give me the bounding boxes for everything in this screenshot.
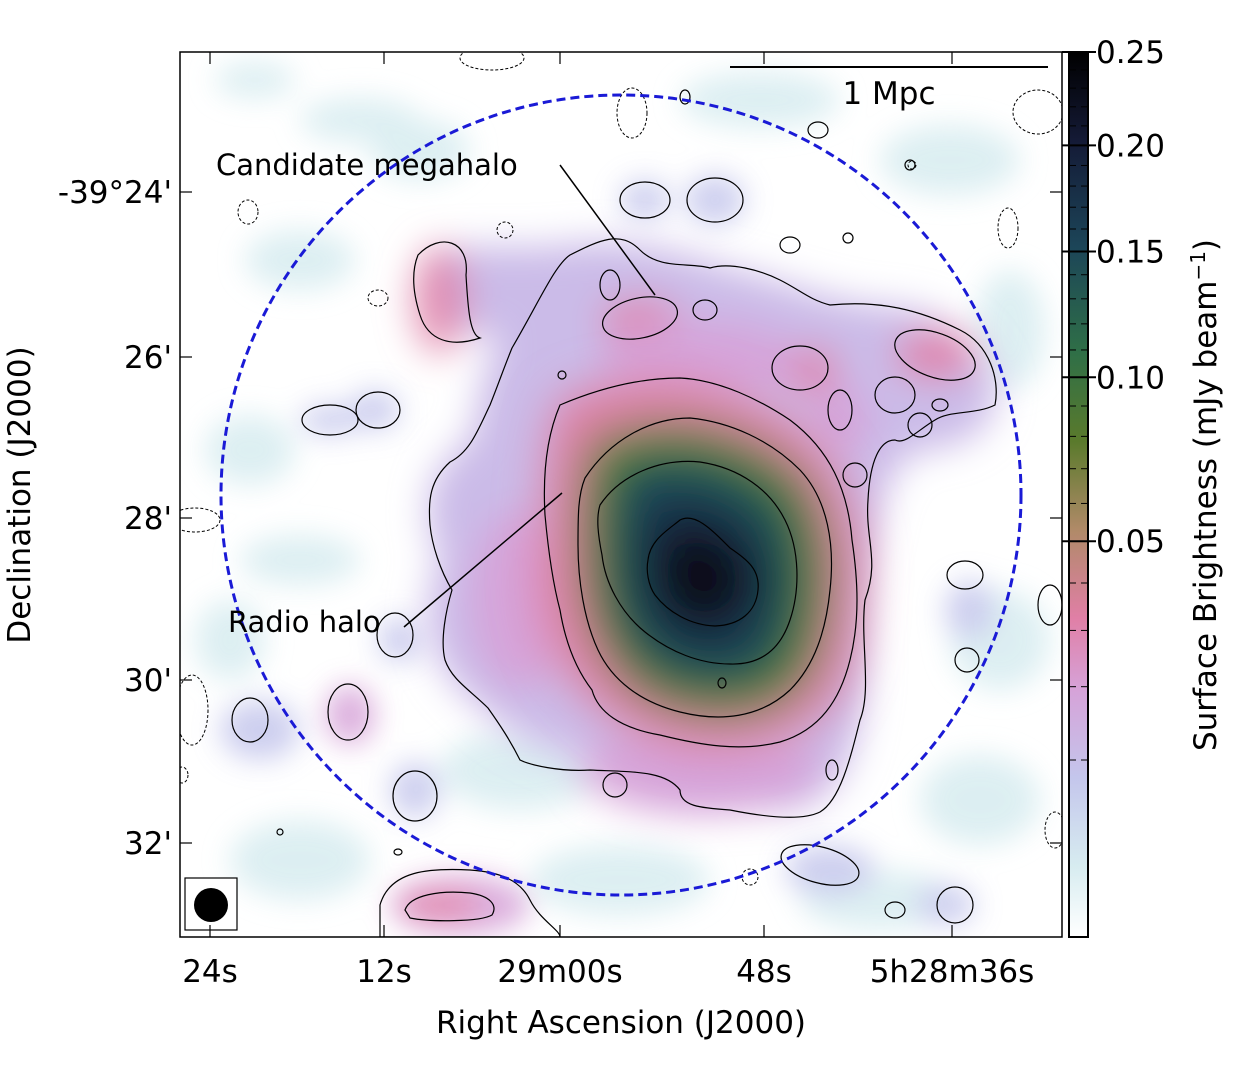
contour-level-1 xyxy=(936,886,974,924)
contour-level-4 xyxy=(597,460,798,665)
scale-bar-label: 1 Mpc xyxy=(842,76,935,112)
radio-halo-pointer xyxy=(403,492,563,628)
colorbar-tick-label: 0.25 xyxy=(1096,35,1165,71)
contour-level-2 xyxy=(543,377,858,748)
colorbar-tick-label: 0.20 xyxy=(1096,128,1165,164)
colorbar-tick-label: 0.10 xyxy=(1096,360,1165,396)
contour-level-1 xyxy=(376,612,414,658)
y-axis-label: Declination (J2000) xyxy=(2,346,38,643)
contour-level-1 xyxy=(874,376,916,414)
contour-level-1 xyxy=(276,828,284,836)
contour-level-3 xyxy=(577,417,833,718)
negative-contour xyxy=(741,868,759,886)
contour-level-1 xyxy=(894,329,976,381)
negative-contours xyxy=(180,52,1062,886)
contour-level-1 xyxy=(355,391,401,429)
surface-brightness-image xyxy=(195,62,1050,935)
contour-level-1 xyxy=(557,370,567,380)
megahalo-annotation: Candidate megahalo xyxy=(216,148,518,182)
negative-contour xyxy=(1044,811,1062,849)
negative-contour xyxy=(907,160,917,170)
contour-level-1 xyxy=(1037,584,1062,626)
negative-contour xyxy=(237,199,259,225)
beam-ellipse xyxy=(194,888,228,922)
x-axis-label: Right Ascension (J2000) xyxy=(436,1005,806,1041)
y-tick-label: 30' xyxy=(124,663,172,699)
contour-level-1 xyxy=(602,772,628,798)
contour-level-1 xyxy=(842,462,868,488)
y-tick-label: 32' xyxy=(124,826,172,862)
contour-level-1 xyxy=(619,181,671,219)
negative-contour xyxy=(997,207,1019,249)
radio-halo-emission xyxy=(536,378,863,750)
negative-contour xyxy=(459,52,525,71)
negative-contour xyxy=(180,507,221,533)
contour-level-1 xyxy=(231,697,269,743)
colorbar-gradient xyxy=(1068,51,1089,938)
negative-contour xyxy=(496,221,514,239)
negative-contour xyxy=(616,87,648,139)
colorbar-ticks: 0.05 0.10 0.15 0.20 0.25 xyxy=(1062,35,1165,761)
contour-level-1 xyxy=(413,241,482,343)
negative-contour xyxy=(180,766,189,784)
x-tick-label: 5h28m36s xyxy=(870,954,1035,990)
contour-level-1 xyxy=(884,901,906,919)
contour-level-1 xyxy=(946,560,984,590)
x-axis: 24s 12s 29m00s 48s 5h28m36s xyxy=(182,52,1034,990)
contour-level-1 xyxy=(692,299,718,321)
x-tick-label: 24s xyxy=(182,954,238,990)
x-tick-label: 12s xyxy=(356,954,412,990)
contour-level-1 xyxy=(392,770,438,822)
y-tick-label: -39°24' xyxy=(58,175,172,211)
contour-level-1 xyxy=(327,683,369,741)
colorbar: 0.05 0.10 0.15 0.20 0.25 Surface Brightness … xyxy=(1062,35,1224,938)
megahalo-extent-circle xyxy=(219,93,1023,897)
contour-level-1 xyxy=(771,345,829,391)
contour-level-1 xyxy=(301,404,359,436)
contour-level-2 xyxy=(404,891,495,922)
negative-contour xyxy=(180,674,209,746)
negative-contour xyxy=(367,289,389,307)
colorbar-label-superscript: −1 xyxy=(1186,251,1210,280)
contour-level-1 xyxy=(428,238,997,818)
colorbar-tick-label: 0.05 xyxy=(1096,524,1165,560)
megahalo-pointer xyxy=(559,164,656,296)
x-tick-label: 48s xyxy=(736,954,792,990)
plot-frame xyxy=(179,51,1063,938)
negative-contour xyxy=(1012,89,1062,135)
y-tick-label: 26' xyxy=(124,340,172,376)
map-panel: 1 Mpc Candidate megahalo Radio halo xyxy=(179,51,1063,938)
contour-level-1 xyxy=(717,677,727,689)
colorbar-label-close: ) xyxy=(1188,239,1224,251)
contour-level-1 xyxy=(825,759,839,781)
contour-level-1 xyxy=(679,89,691,105)
contour-level-1 xyxy=(601,296,679,340)
colorbar-label: Surface Brightness (mJy beam−1) xyxy=(1186,239,1224,751)
x-tick-label: 29m00s xyxy=(497,954,622,990)
contour-level-1 xyxy=(931,398,949,412)
contour-level-1 xyxy=(779,236,801,254)
contour-level-1 xyxy=(599,269,621,301)
contour-level-1 xyxy=(827,389,853,431)
y-axis: -39°24' 26' 28' 30' 32' xyxy=(58,175,1062,862)
contour-lines xyxy=(231,89,1062,937)
contour-level-1 xyxy=(842,232,854,244)
contour-level-5 xyxy=(646,517,759,627)
contour-level-1 xyxy=(907,412,933,438)
contour-level-1 xyxy=(780,844,860,886)
colorbar-label-main: Surface Brightness (mJy beam xyxy=(1188,281,1224,752)
contour-level-1 xyxy=(393,848,403,856)
colorbar-tick-label: 0.15 xyxy=(1096,234,1165,270)
radio-halo-annotation: Radio halo xyxy=(228,605,381,639)
contour-level-1 xyxy=(686,177,744,223)
y-tick-label: 28' xyxy=(124,501,172,537)
contour-level-1 xyxy=(954,647,980,673)
contour-level-1 xyxy=(807,121,829,139)
contour-level-1 xyxy=(904,159,916,171)
